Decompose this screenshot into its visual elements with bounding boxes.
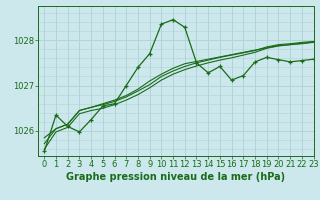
X-axis label: Graphe pression niveau de la mer (hPa): Graphe pression niveau de la mer (hPa) — [67, 172, 285, 182]
